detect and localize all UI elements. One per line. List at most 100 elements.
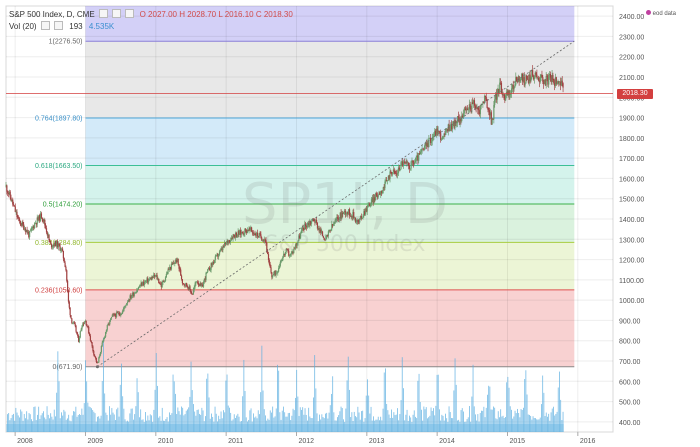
volume-bar: [359, 419, 361, 432]
x-tick-label: 2014: [439, 438, 455, 445]
volume-bar: [59, 418, 61, 432]
candle-body: [49, 240, 51, 243]
candle-body: [51, 246, 54, 248]
volume-bar: [274, 416, 276, 432]
volume-bar: [7, 414, 8, 432]
volume-bar: [385, 368, 386, 432]
candle-body: [466, 108, 468, 111]
volume-bar: [562, 411, 564, 432]
candle-body: [518, 76, 520, 81]
candle-body: [87, 326, 89, 327]
candle-body: [490, 112, 492, 125]
candle-body: [29, 231, 31, 238]
volume-bar: [130, 408, 132, 432]
volume-bar: [472, 364, 474, 432]
candle-body: [19, 221, 21, 225]
candle-body: [91, 342, 93, 347]
candle-body: [234, 235, 236, 238]
volume-bar: [487, 394, 488, 432]
candle-body: [339, 212, 341, 219]
candle-body: [104, 332, 107, 337]
candle-body: [263, 239, 265, 241]
volume-bar: [392, 417, 394, 432]
candle-body: [464, 108, 466, 110]
candle-body: [561, 80, 563, 84]
candle-body: [324, 240, 326, 241]
y-tick-label: 1300.00: [619, 237, 644, 244]
candle-body: [548, 73, 551, 75]
volume-bar: [148, 420, 150, 432]
volume-bar: [367, 379, 368, 432]
candle-body: [157, 279, 159, 280]
candle-body: [37, 217, 39, 220]
candle-body: [240, 231, 243, 235]
candle-body: [61, 248, 64, 251]
candle-body: [525, 75, 527, 84]
volume-bar: [428, 417, 430, 432]
candle-body: [335, 219, 337, 221]
volume-bar: [386, 403, 388, 432]
candle-body: [129, 295, 131, 301]
candle-body: [308, 223, 310, 226]
volume-bar: [134, 414, 136, 432]
candle-body: [40, 213, 43, 218]
volume-bar: [182, 407, 184, 432]
candle-body: [420, 151, 422, 152]
candle-body: [52, 244, 54, 247]
volume-bar: [442, 415, 444, 432]
volume-bar: [326, 412, 328, 432]
candle-body: [23, 224, 25, 230]
volume-bar: [277, 364, 278, 432]
volume-bar: [125, 421, 127, 432]
volume-bar: [363, 421, 365, 432]
candle-body: [472, 100, 475, 104]
candle-body: [130, 295, 132, 298]
candle-body: [148, 279, 150, 283]
candle-body: [261, 240, 264, 241]
candle-body: [430, 141, 432, 144]
candle-body: [224, 242, 227, 245]
volume-bar: [323, 418, 325, 432]
candle-body: [543, 81, 545, 85]
volume-bar: [152, 421, 154, 432]
volume-bar: [28, 413, 30, 432]
candle-body: [537, 77, 539, 79]
candle-body: [93, 351, 95, 355]
volume-bar: [543, 392, 545, 432]
candle-body: [8, 191, 10, 195]
candle-body: [522, 76, 524, 82]
volume-bar: [526, 394, 528, 432]
candle-body: [278, 265, 281, 269]
volume-bar: [245, 417, 247, 432]
volume-bar: [447, 421, 449, 432]
visibility-icon[interactable]: [112, 9, 122, 18]
candle-body: [17, 217, 19, 218]
volume-bar: [409, 415, 410, 432]
close-icon[interactable]: [125, 9, 135, 18]
volume-settings-icon[interactable]: [40, 21, 50, 30]
candle-body: [469, 104, 471, 109]
candle-body: [389, 171, 391, 179]
volume-bar: [220, 411, 222, 432]
volume-bar: [519, 417, 521, 432]
volume-bar: [251, 421, 253, 432]
fib-zone: [85, 165, 575, 204]
candle-body: [332, 224, 334, 226]
volume-bar: [17, 415, 19, 432]
candle-body: [343, 210, 346, 213]
candle-body: [240, 230, 242, 235]
candle-body: [253, 233, 255, 235]
volume-bar: [535, 418, 536, 432]
candle-body: [437, 130, 439, 134]
candle-body: [123, 306, 125, 310]
volume-bar: [369, 413, 371, 432]
volume-bar: [467, 417, 469, 432]
candle-body: [139, 285, 141, 287]
candle-body: [520, 78, 522, 80]
volume-bar: [137, 392, 139, 432]
volume-visibility-icon[interactable]: [54, 21, 64, 30]
trend-line-start: [95, 365, 99, 369]
candle-body: [280, 260, 282, 263]
settings-icon[interactable]: [98, 9, 108, 18]
